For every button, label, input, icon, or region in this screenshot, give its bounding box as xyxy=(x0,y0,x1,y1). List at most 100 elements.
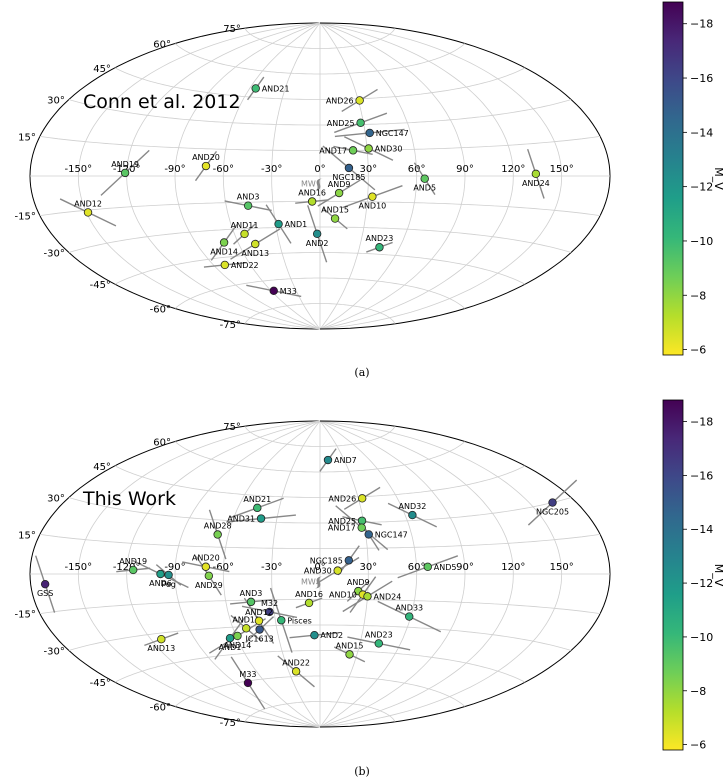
panel-b-colorbar: −6 −8 −10 −12 −14 −16 −18 M_V xyxy=(662,399,725,752)
satellite-point xyxy=(269,286,278,296)
satellite-label: AND22 xyxy=(231,261,259,270)
lon-tick-label: 60° xyxy=(408,562,426,573)
parallel-line xyxy=(114,67,526,100)
satellite-label: NGC205 xyxy=(536,508,569,517)
satellite-point xyxy=(408,510,417,520)
satellite-label: Pisces xyxy=(287,616,312,625)
panel-b: -75° -60° -45° -30° -15° 15° 30° 45° 60° 75° -150°… xyxy=(15,399,725,778)
satellite-label: AND24 xyxy=(522,179,550,188)
lon-tick-label: 0° xyxy=(314,164,325,175)
satellite-point xyxy=(357,523,366,532)
satellite-label: AND21 xyxy=(243,495,271,504)
satellite-label: AND30 xyxy=(304,567,332,576)
satellite-point xyxy=(201,562,211,571)
lon-tick-label: 90° xyxy=(456,164,474,175)
satellite-label: NGC147 xyxy=(376,129,409,138)
colorbar-tick-label: −10 xyxy=(690,235,713,248)
satellite-label: AND24 xyxy=(373,592,401,601)
satellite-point xyxy=(40,579,50,589)
satellite-label: AND21 xyxy=(262,84,290,93)
satellite-point xyxy=(83,208,93,217)
satellite-point xyxy=(233,631,242,641)
satellite-label: IC1613 xyxy=(245,635,273,644)
lat-tick-label: -30° xyxy=(44,249,65,260)
satellite-point xyxy=(304,598,314,608)
satellite-point xyxy=(251,84,260,93)
colorbar-tick-label: −14 xyxy=(690,523,713,536)
satellite-point xyxy=(164,570,173,580)
colorbar-tick-label: −6 xyxy=(690,739,706,752)
lat-tick-label: 15° xyxy=(18,530,36,541)
lon-tick-label: -60° xyxy=(213,562,234,573)
colorbar-tick-label: −8 xyxy=(690,289,706,302)
satellite-label: AND16 xyxy=(298,189,326,198)
satellite-point xyxy=(345,650,354,659)
satellite-label: AND10 xyxy=(329,591,357,600)
panel-a-title: Conn et al. 2012 xyxy=(83,91,241,113)
parallel-line xyxy=(68,99,572,126)
satellite-label: AND5 xyxy=(413,184,436,193)
parallel-line xyxy=(68,226,572,253)
satellite-point xyxy=(157,635,166,644)
satellite-point xyxy=(357,516,367,525)
colorbar-tick-label: −14 xyxy=(690,126,713,139)
satellite-point xyxy=(323,455,333,465)
lat-tick-label: 30° xyxy=(47,96,65,107)
lat-tick-label: -30° xyxy=(44,647,65,658)
satellite-label: AND19 xyxy=(111,160,139,169)
parallel-line xyxy=(68,624,572,651)
lon-tick-label: -120° xyxy=(113,562,141,573)
satellite-label: AND6 xyxy=(149,579,172,588)
satellite-point xyxy=(220,260,230,270)
satellite-point xyxy=(355,96,364,105)
satellite-label: AND11 xyxy=(232,615,260,624)
colorbar-tick-label: −10 xyxy=(690,631,713,644)
satellite-label: NGC185 xyxy=(332,173,365,182)
parallel-line xyxy=(174,277,466,309)
lon-tick-label: 30° xyxy=(359,164,377,175)
satellite-point xyxy=(344,556,354,565)
parallel-line xyxy=(114,650,526,683)
lon-tick-label: 30° xyxy=(359,562,377,573)
lat-tick-label: -75° xyxy=(220,718,241,729)
satellite-point xyxy=(243,201,253,210)
lon-tick-label: 0° xyxy=(314,562,325,573)
colorbar-label: M_V xyxy=(712,564,725,587)
satellite-point xyxy=(364,144,373,153)
satellite-label: AND2 xyxy=(306,239,329,248)
satellite-label: AND25 xyxy=(327,119,355,128)
lat-tick-label: 60° xyxy=(153,39,171,50)
panel-a-graticule: -75° -60° -45° -30° -15° 15° 30° 45° 60° 75° -150°… xyxy=(15,22,611,331)
satellite-label: AND2 xyxy=(320,631,343,640)
satellite-label: NGC147 xyxy=(375,530,408,539)
milky-way-icon xyxy=(314,576,323,589)
satellite-point xyxy=(277,616,286,625)
panel-a-colorbar: −6 −8 −10 −12 −14 −16 −18 M_V xyxy=(662,1,725,357)
satellite-label: AND28 xyxy=(204,521,232,530)
satellite-point xyxy=(531,169,541,179)
satellite-point xyxy=(291,667,301,676)
satellite-label: AND30 xyxy=(375,144,403,153)
satellite-label: AND31 xyxy=(227,515,255,524)
satellite-point xyxy=(374,639,383,648)
lon-tick-label: 60° xyxy=(408,164,426,175)
parallel-line xyxy=(244,27,396,49)
satellite-label: AND9 xyxy=(328,180,351,189)
lon-tick-label: -30° xyxy=(261,164,282,175)
satellite-point xyxy=(225,634,235,643)
colorbar-tick-label: −16 xyxy=(690,72,713,85)
parallel-line xyxy=(68,497,572,524)
colorbar-gradient xyxy=(662,1,684,356)
parallel-line xyxy=(39,201,601,216)
parallel-line xyxy=(174,675,466,707)
parallel-line xyxy=(39,136,601,151)
satellite-label: AND25 xyxy=(328,517,356,526)
satellite-point xyxy=(128,565,138,575)
satellite-point xyxy=(243,678,253,688)
lat-tick-label: -15° xyxy=(15,212,36,223)
colorbar-label: M_V xyxy=(712,167,725,190)
lat-tick-label: 30° xyxy=(47,494,65,505)
satellite-label: AND23 xyxy=(366,234,394,243)
satellite-point xyxy=(251,239,260,249)
panel-a-mw-label: MW xyxy=(301,180,316,189)
